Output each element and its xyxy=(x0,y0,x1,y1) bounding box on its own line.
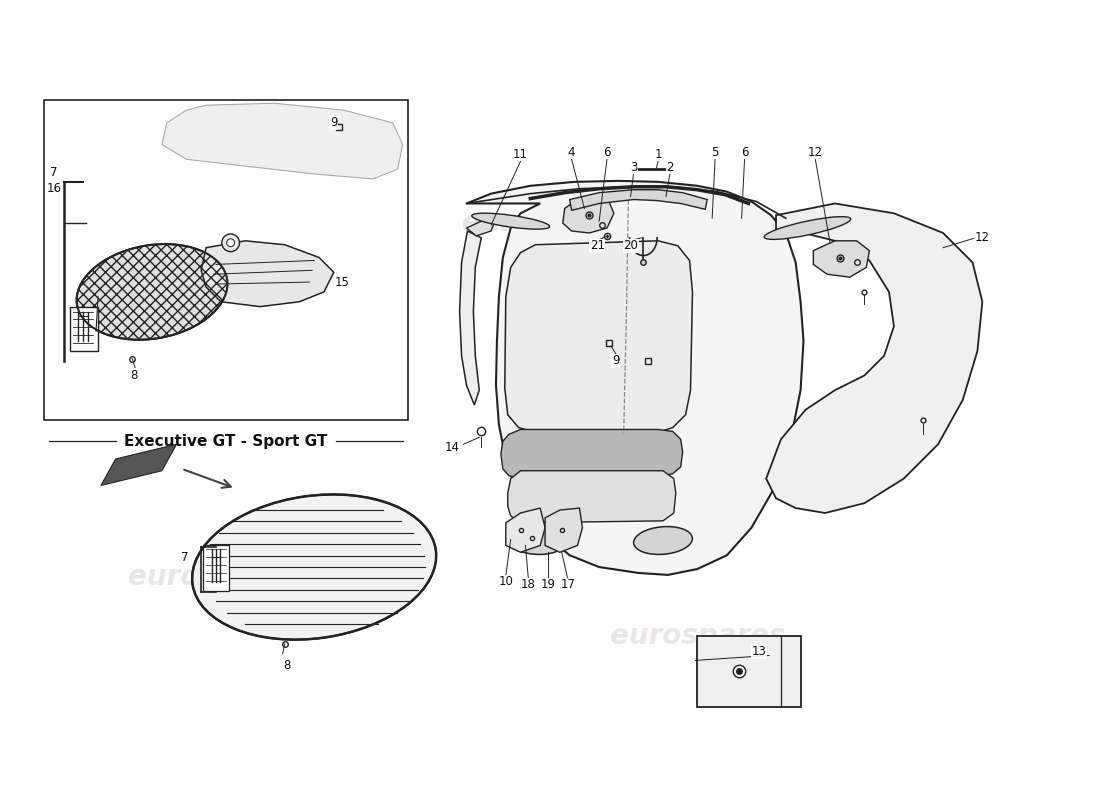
Polygon shape xyxy=(508,470,675,523)
Text: 21: 21 xyxy=(590,239,605,252)
Polygon shape xyxy=(500,430,683,478)
Polygon shape xyxy=(767,203,982,513)
Text: 2: 2 xyxy=(667,161,673,174)
Polygon shape xyxy=(162,103,403,179)
Text: 9: 9 xyxy=(330,116,338,130)
Ellipse shape xyxy=(77,244,228,340)
Text: 4: 4 xyxy=(568,146,575,159)
Text: eurospares: eurospares xyxy=(609,622,785,650)
Text: 12: 12 xyxy=(807,146,823,159)
Polygon shape xyxy=(505,241,693,433)
Text: Executive GT - Sport GT: Executive GT - Sport GT xyxy=(124,434,328,449)
Bar xyxy=(697,636,801,706)
Polygon shape xyxy=(201,241,333,306)
Text: 15: 15 xyxy=(334,275,349,289)
Text: 17: 17 xyxy=(560,578,575,591)
Ellipse shape xyxy=(222,234,240,252)
Polygon shape xyxy=(506,508,546,552)
Text: 20: 20 xyxy=(623,239,638,252)
Text: 18: 18 xyxy=(521,578,536,591)
Text: 8: 8 xyxy=(131,369,138,382)
Text: eurospares: eurospares xyxy=(462,209,638,237)
Text: 19: 19 xyxy=(540,578,556,591)
Bar xyxy=(204,546,229,590)
Polygon shape xyxy=(546,508,582,552)
Polygon shape xyxy=(466,218,496,236)
Polygon shape xyxy=(466,181,803,575)
Text: 11: 11 xyxy=(513,148,528,161)
Ellipse shape xyxy=(764,217,850,239)
Polygon shape xyxy=(563,198,614,233)
Text: 12: 12 xyxy=(975,231,990,244)
Text: eurospares: eurospares xyxy=(629,426,805,454)
Text: 8: 8 xyxy=(283,659,290,672)
Polygon shape xyxy=(813,241,869,277)
Text: 16: 16 xyxy=(46,182,62,195)
Polygon shape xyxy=(570,190,707,210)
Bar xyxy=(44,100,407,420)
Ellipse shape xyxy=(472,213,550,229)
Text: eurospares: eurospares xyxy=(129,298,304,326)
Text: 9: 9 xyxy=(612,354,619,367)
Ellipse shape xyxy=(634,526,692,554)
Text: 7: 7 xyxy=(180,550,188,564)
Text: 10: 10 xyxy=(498,575,514,588)
Ellipse shape xyxy=(506,526,564,554)
Ellipse shape xyxy=(227,239,234,246)
Ellipse shape xyxy=(192,494,437,640)
Text: 14: 14 xyxy=(444,441,460,454)
Text: 3: 3 xyxy=(630,161,637,174)
Text: 7: 7 xyxy=(50,166,57,178)
Bar xyxy=(70,306,98,351)
Text: eurospares: eurospares xyxy=(129,563,304,591)
Text: 5: 5 xyxy=(712,146,718,159)
Text: 6: 6 xyxy=(603,146,611,159)
Text: 13: 13 xyxy=(751,645,767,658)
Text: 6: 6 xyxy=(740,146,748,159)
Polygon shape xyxy=(460,231,481,405)
Polygon shape xyxy=(101,444,177,486)
Text: 1: 1 xyxy=(654,148,662,161)
